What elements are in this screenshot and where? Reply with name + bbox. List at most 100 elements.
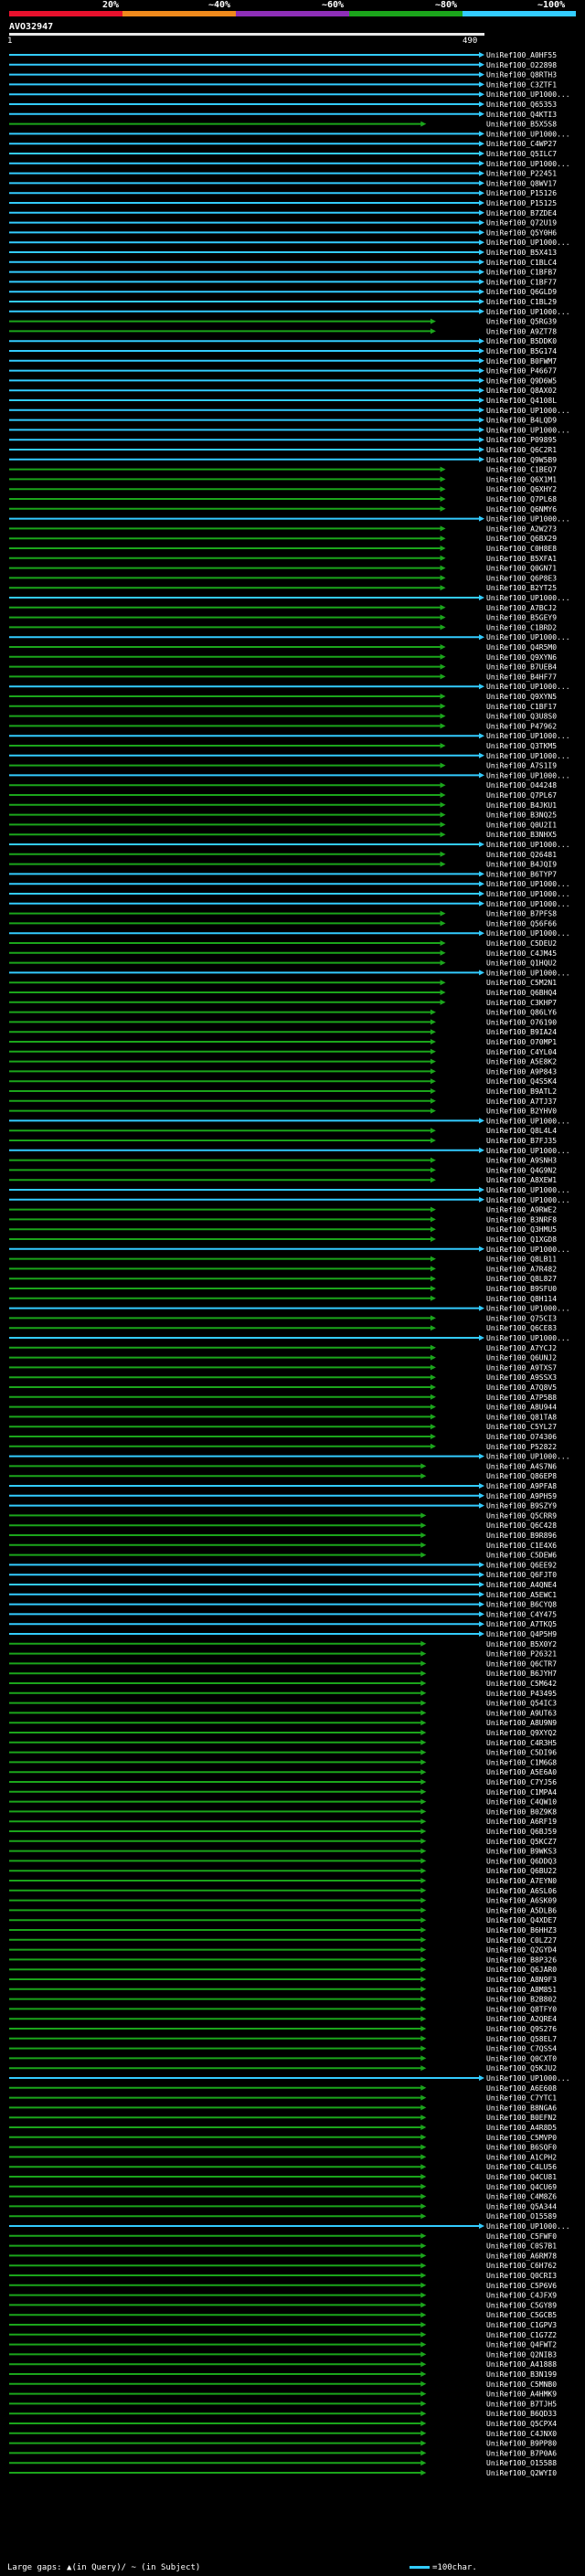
hit-label[interactable]: UniRef100_O44248 xyxy=(486,781,557,790)
hit-label[interactable]: UniRef100_B3N199 xyxy=(486,2370,557,2379)
hit-row[interactable]: UniRef100_B5X0Y2 xyxy=(9,1640,557,1648)
hit-row[interactable]: UniRef100_A9SSX3 xyxy=(9,1373,557,1382)
hit-row[interactable]: UniRef100_Q72U19 xyxy=(9,219,557,228)
hit-label[interactable]: UniRef100_UP1000... xyxy=(486,771,570,779)
hit-row[interactable]: UniRef100_Q5Y0H6 xyxy=(9,228,557,237)
hit-row[interactable]: UniRef100_UP1000... xyxy=(9,1453,570,1461)
hit-label[interactable]: UniRef100_Q6EE92 xyxy=(486,1561,557,1569)
hit-row[interactable]: UniRef100_C1BL29 xyxy=(9,298,557,306)
hit-row[interactable]: UniRef100_C5DI96 xyxy=(9,1749,557,1757)
hit-label[interactable]: UniRef100_UP1000... xyxy=(486,407,570,415)
hit-row[interactable]: UniRef100_C5M2N1 xyxy=(9,979,557,987)
hit-label[interactable]: UniRef100_B9SZY9 xyxy=(486,1502,557,1511)
hit-label[interactable]: UniRef100_B2YT25 xyxy=(486,584,557,592)
hit-label[interactable]: UniRef100_Q65353 xyxy=(486,101,557,109)
hit-row[interactable]: UniRef100_A7EYN0 xyxy=(9,1877,557,1885)
hit-row[interactable]: UniRef100_Q3TKM5 xyxy=(9,742,557,750)
hit-label[interactable]: UniRef100_Q8L827 xyxy=(486,1275,557,1283)
hit-label[interactable]: UniRef100_Q9S276 xyxy=(486,2025,557,2033)
hit-row[interactable]: UniRef100_C1E4X6 xyxy=(9,1542,557,1550)
hit-label[interactable]: UniRef100_A5EWC1 xyxy=(486,1591,557,1599)
hit-label[interactable]: UniRef100_C1MPA4 xyxy=(486,1788,557,1797)
hit-row[interactable]: UniRef100_B6JYH7 xyxy=(9,1670,557,1678)
hit-label[interactable]: UniRef100_Q6CE83 xyxy=(486,1324,557,1332)
hit-label[interactable]: UniRef100_B8NGA6 xyxy=(486,2104,557,2112)
hit-row[interactable]: UniRef100_Q5KCZ7 xyxy=(9,1838,557,1846)
hit-row[interactable]: UniRef100_C4Y475 xyxy=(9,1610,557,1618)
hit-label[interactable]: UniRef100_Q72U19 xyxy=(486,219,557,228)
hit-label[interactable]: UniRef100_Q4P5H9 xyxy=(486,1630,557,1638)
hit-label[interactable]: UniRef100_C5P6V6 xyxy=(486,2282,557,2290)
hit-row[interactable]: UniRef100_Q5CPX4 xyxy=(9,2420,557,2428)
hit-label[interactable]: UniRef100_UP1000... xyxy=(486,90,570,99)
hit-row[interactable]: UniRef100_Q6C2R1 xyxy=(9,446,557,454)
hit-row[interactable]: UniRef100_B9ATL2 xyxy=(9,1087,557,1096)
hit-label[interactable]: UniRef100_B8P326 xyxy=(486,1956,557,1964)
hit-label[interactable]: UniRef100_B6CYQ8 xyxy=(486,1601,557,1609)
hit-label[interactable]: UniRef100_Q4XDE7 xyxy=(486,1916,557,1924)
hit-row[interactable]: UniRef100_C1BF17 xyxy=(9,703,557,711)
hit-label[interactable]: UniRef100_A4S7N6 xyxy=(486,1462,557,1470)
hit-label[interactable]: UniRef100_A6RM78 xyxy=(486,2252,557,2260)
hit-label[interactable]: UniRef100_B4JKU1 xyxy=(486,801,557,810)
hit-label[interactable]: UniRef100_Q75CI3 xyxy=(486,1314,557,1322)
hit-row[interactable]: UniRef100_UP1000... xyxy=(9,1246,570,1254)
hit-row[interactable]: UniRef100_C1GPV3 xyxy=(9,2321,557,2329)
hit-row[interactable]: UniRef100_P26321 xyxy=(9,1650,557,1659)
hit-label[interactable]: UniRef100_C5MVP0 xyxy=(486,2134,557,2142)
hit-row[interactable]: UniRef100_Q4G9N2 xyxy=(9,1166,557,1174)
hit-label[interactable]: UniRef100_Q4108L xyxy=(486,397,557,405)
hit-label[interactable]: UniRef100_UP1000... xyxy=(486,1196,570,1204)
hit-row[interactable]: UniRef100_Q8AX02 xyxy=(9,387,557,395)
hit-row[interactable]: UniRef100_Q4FWT2 xyxy=(9,2341,557,2349)
hit-label[interactable]: UniRef100_C4YL04 xyxy=(486,1048,557,1056)
hit-label[interactable]: UniRef100_Q56F66 xyxy=(486,919,557,928)
hit-label[interactable]: UniRef100_B9SFU0 xyxy=(486,1285,557,1293)
hit-label[interactable]: UniRef100_Q6C428 xyxy=(486,1521,557,1530)
hit-label[interactable]: UniRef100_Q5KJU2 xyxy=(486,2064,557,2072)
hit-row[interactable]: UniRef100_C7QSS4 xyxy=(9,2045,557,2053)
hit-label[interactable]: UniRef100_Q86EP8 xyxy=(486,1472,557,1480)
hit-label[interactable]: UniRef100_C1GPV3 xyxy=(486,2321,557,2329)
hit-row[interactable]: UniRef100_Q0CRI3 xyxy=(9,2272,557,2280)
hit-row[interactable]: UniRef100_Q6BX29 xyxy=(9,535,557,543)
hit-label[interactable]: UniRef100_A7BCJ2 xyxy=(486,604,557,612)
hit-row[interactable]: UniRef100_A8M851 xyxy=(9,1986,557,1994)
hit-row[interactable]: UniRef100_UP1000... xyxy=(9,752,570,760)
hit-label[interactable]: UniRef100_UP1000... xyxy=(486,2074,570,2083)
hit-label[interactable]: UniRef100_Q5RG39 xyxy=(486,318,557,326)
hit-label[interactable]: UniRef100_A6SK09 xyxy=(486,1897,557,1905)
hit-row[interactable]: UniRef100_Q4P5H9 xyxy=(9,1630,557,1638)
hit-label[interactable]: UniRef100_Q3TKM5 xyxy=(486,742,557,750)
hit-row[interactable]: UniRef100_C0LZ27 xyxy=(9,1936,557,1945)
hit-label[interactable]: UniRef100_B4LQD9 xyxy=(486,417,557,425)
hit-label[interactable]: UniRef100_B3NHX5 xyxy=(486,831,557,839)
hit-row[interactable]: UniRef100_Q4R5M0 xyxy=(9,643,557,652)
hit-row[interactable]: UniRef100_O76190 xyxy=(9,1018,557,1026)
hit-label[interactable]: UniRef100_C1E4X6 xyxy=(486,1542,557,1550)
hit-row[interactable]: UniRef100_P46677 xyxy=(9,367,557,376)
hit-row[interactable]: UniRef100_Q0GN71 xyxy=(9,565,557,573)
hit-label[interactable]: UniRef100_C5GY89 xyxy=(486,2301,557,2309)
hit-label[interactable]: UniRef100_Q6UNJ2 xyxy=(486,1354,557,1362)
hit-label[interactable]: UniRef100_A4R8D5 xyxy=(486,2124,557,2132)
hit-row[interactable]: UniRef100_C1BLC4 xyxy=(9,259,557,267)
hit-row[interactable]: UniRef100_UP1000... xyxy=(9,407,570,415)
hit-label[interactable]: UniRef100_C5DEW6 xyxy=(486,1552,557,1560)
hit-label[interactable]: UniRef100_B9R896 xyxy=(486,1532,557,1540)
hit-row[interactable]: UniRef100_UP1000... xyxy=(9,841,570,849)
hit-row[interactable]: UniRef100_A9P843 xyxy=(9,1067,557,1076)
hit-row[interactable]: UniRef100_P15126 xyxy=(9,189,557,197)
hit-label[interactable]: UniRef100_P15126 xyxy=(486,189,557,197)
hit-row[interactable]: UniRef100_B9WKS3 xyxy=(9,1848,557,1856)
hit-label[interactable]: UniRef100_Q7PL67 xyxy=(486,791,557,800)
hit-label[interactable]: UniRef100_Q6NMY6 xyxy=(486,505,557,514)
hit-label[interactable]: UniRef100_C1BRD2 xyxy=(486,623,557,631)
hit-label[interactable]: UniRef100_UP1000... xyxy=(486,752,570,760)
hit-row[interactable]: UniRef100_O70MP1 xyxy=(9,1038,557,1046)
hit-row[interactable]: UniRef100_A9SNH3 xyxy=(9,1157,557,1165)
hit-label[interactable]: UniRef100_Q9XYN5 xyxy=(486,693,557,701)
hit-row[interactable]: UniRef100_A41888 xyxy=(9,2360,557,2369)
hit-label[interactable]: UniRef100_A7R482 xyxy=(486,1265,557,1273)
hit-label[interactable]: UniRef100_Q4CU81 xyxy=(486,2173,557,2181)
